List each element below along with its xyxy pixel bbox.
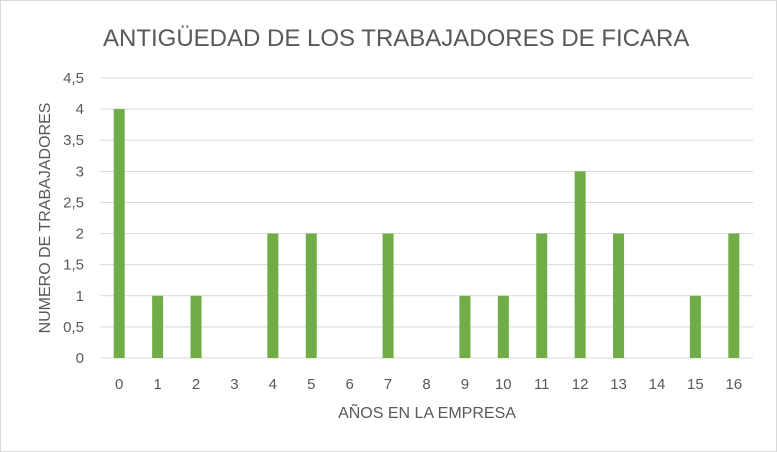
bars <box>113 109 740 358</box>
chart-title: ANTIGÜEDAD DE LOS TRABAJADORES DE FICARA <box>103 25 689 52</box>
y-tick-labels: 0 0,5 1 1,5 2 2,5 3 3,5 4 4,5 <box>63 70 84 367</box>
x-tick-label: 11 <box>534 376 550 393</box>
x-tick-label: 1 <box>153 376 161 393</box>
bar-7 <box>382 233 394 358</box>
x-tick-label: 3 <box>230 376 238 393</box>
y-tick-label: 1 <box>76 288 84 305</box>
bar-13 <box>613 233 625 358</box>
x-tick-label: 2 <box>192 376 200 393</box>
x-tick-label: 0 <box>115 376 123 393</box>
y-tick-label: 4 <box>76 101 84 118</box>
x-tick-label: 4 <box>269 376 277 393</box>
bar-15 <box>689 295 701 358</box>
x-axis-label: AÑOS EN LA EMPRESA <box>338 402 516 422</box>
bar-16 <box>728 233 740 358</box>
bar-12 <box>574 171 586 358</box>
bar-10 <box>497 295 509 358</box>
y-tick-label: 2 <box>76 226 84 243</box>
x-tick-label: 14 <box>649 376 666 393</box>
bar-9 <box>459 295 471 358</box>
y-tick-label: 0,5 <box>63 319 84 336</box>
x-tick-label: 8 <box>422 376 430 393</box>
bar-0 <box>113 109 125 358</box>
gridlines <box>100 77 753 359</box>
y-tick-label: 4,5 <box>63 70 84 87</box>
x-tick-label: 7 <box>384 376 392 393</box>
y-axis-label: NUMERO DE TRABAJADORES <box>37 103 54 334</box>
x-tick-label: 6 <box>346 376 354 393</box>
bar-4 <box>267 233 279 358</box>
x-tick-label: 13 <box>610 376 627 393</box>
y-tick-label: 3,5 <box>63 132 84 149</box>
bar-11 <box>536 233 548 358</box>
x-tick-labels: 0 1 2 3 4 5 6 7 8 9 10 11 12 13 14 15 16 <box>115 376 742 393</box>
bar-2 <box>190 295 202 358</box>
y-tick-label: 3 <box>76 163 84 180</box>
y-tick-label: 2,5 <box>63 194 84 211</box>
bar-1 <box>152 295 164 358</box>
x-tick-label: 15 <box>687 376 704 393</box>
x-tick-label: 10 <box>495 376 512 393</box>
bar-5 <box>305 233 317 358</box>
x-tick-label: 16 <box>725 376 742 393</box>
y-tick-label: 1,5 <box>63 257 84 274</box>
y-tick-label: 0 <box>76 350 84 367</box>
x-tick-label: 5 <box>307 376 315 393</box>
x-tick-label: 12 <box>572 376 589 393</box>
x-tick-label: 9 <box>461 376 469 393</box>
